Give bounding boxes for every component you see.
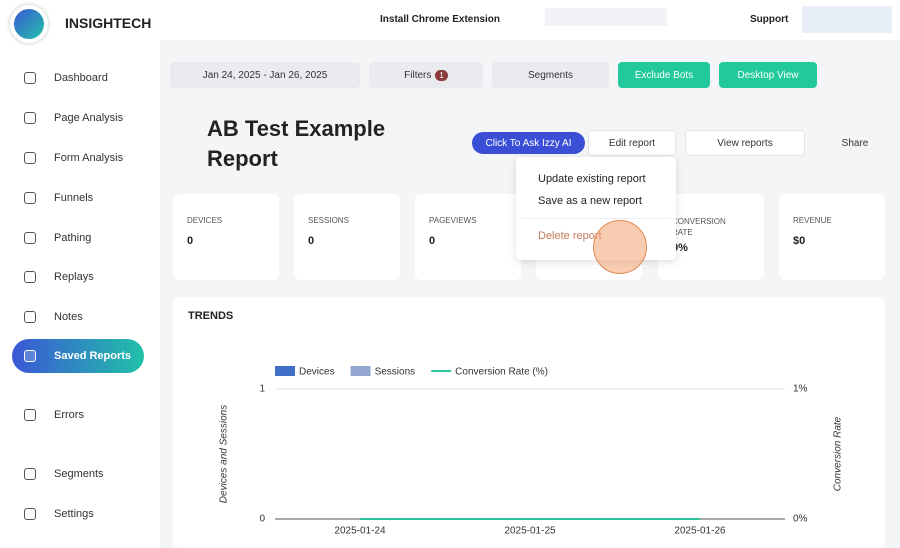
nav-item[interactable]: Dashboard <box>12 61 144 95</box>
nav-label: Dashboard <box>54 72 108 84</box>
nav-icon <box>24 152 36 164</box>
y2-tick-label: 1% <box>793 384 808 395</box>
y2-tick-label: 0% <box>793 514 808 525</box>
nav-label: Page Analysis <box>54 112 124 124</box>
nav-icon <box>24 192 36 204</box>
nav-item[interactable]: Settings <box>12 497 144 531</box>
nav-item[interactable]: Form Analysis <box>12 141 144 175</box>
nav-item[interactable]: Page Analysis <box>12 101 144 135</box>
y-axis-label: Devices and Sessions <box>219 405 230 503</box>
edit-report[interactable]: Edit report <box>588 130 676 156</box>
x-tick-label: 2025-01-24 <box>334 526 386 537</box>
metric-label: CONVERSION RATE <box>672 217 726 237</box>
menu-item[interactable]: Delete report <box>538 230 602 242</box>
nav-icon <box>24 350 36 362</box>
menu-item[interactable]: Update existing report <box>538 173 646 185</box>
nav-icon <box>24 311 36 323</box>
nav-label: Saved Reports <box>54 350 132 362</box>
trends-panel: TRENDS <box>173 297 885 548</box>
nav-label: Segments <box>54 468 104 480</box>
chip[interactable]: Exclude Bots <box>618 62 710 88</box>
nav-icon <box>24 409 36 421</box>
nav-item[interactable]: Replays <box>12 260 144 294</box>
nav-item[interactable]: Saved Reports <box>12 339 144 373</box>
date-range[interactable]: Jan 24, 2025 - Jan 26, 2025 <box>170 62 360 88</box>
install-extension[interactable]: Install Chrome Extension <box>380 14 501 25</box>
nav-item[interactable]: Notes <box>12 300 144 334</box>
nav-item[interactable]: Segments <box>12 457 144 491</box>
nav-label: Funnels <box>54 192 94 204</box>
nav-label: Notes <box>54 311 83 323</box>
menu-item[interactable]: Save as a new report <box>538 195 642 207</box>
brand: INSIGHTECH <box>65 15 152 31</box>
nav-icon <box>24 271 36 283</box>
nav-icon <box>24 72 36 84</box>
y-tick-label: 0 <box>259 514 265 525</box>
user-menu[interactable] <box>802 6 892 33</box>
metric-label: REVENUE <box>793 216 832 225</box>
metric-label: SESSIONS <box>308 216 349 225</box>
metric-label: PAGEVIEWS <box>429 216 477 225</box>
legend-label: Sessions <box>375 367 416 378</box>
nav-item[interactable]: Funnels <box>12 181 144 215</box>
x-tick-label: 2025-01-25 <box>504 526 556 537</box>
cursor <box>593 220 647 274</box>
nav-label: Form Analysis <box>54 152 124 164</box>
filters[interactable]: Filters 1 <box>369 62 483 88</box>
nav-label: Settings <box>54 508 94 520</box>
legend-label: Devices <box>299 367 335 378</box>
nav-label: Replays <box>54 271 94 283</box>
metric-label: DEVICES <box>187 216 223 225</box>
nav-label: Pathing <box>54 232 92 244</box>
metric-value: 0 <box>187 235 194 247</box>
metric-value: 0 <box>308 235 315 247</box>
nav-icon <box>24 508 36 520</box>
metric-card: REVENUE $0 <box>779 194 885 280</box>
metric-card: DEVICES 0 <box>173 194 279 280</box>
nav-item[interactable]: Pathing <box>12 221 144 255</box>
legend-swatch <box>350 366 371 376</box>
filter-count: 1 <box>435 69 448 81</box>
support[interactable]: Support <box>750 14 789 25</box>
nav-item[interactable]: Errors <box>12 398 144 432</box>
filters-label: Filters <box>404 69 432 81</box>
metric-card: PAGEVIEWS 0 <box>415 194 521 280</box>
segments[interactable]: Segments <box>492 62 609 88</box>
legend-label: Conversion Rate (%) <box>455 367 548 378</box>
legend-swatch <box>275 366 295 376</box>
metric-card: SESSIONS 0 <box>294 194 400 280</box>
chip[interactable]: Desktop View <box>719 62 817 88</box>
y2-axis-label: Conversion Rate <box>833 416 844 491</box>
sidebar: INSIGHTECH Dashboard Page Analysis Form An… <box>0 0 160 548</box>
nav-icon <box>24 232 36 244</box>
account-select[interactable] <box>545 8 667 26</box>
metric-value: $0 <box>793 235 806 247</box>
view-reports[interactable]: View reports <box>685 130 805 156</box>
metric-value: 0 <box>429 235 436 247</box>
x-tick-label: 2025-01-26 <box>674 526 726 537</box>
y-tick-label: 1 <box>259 384 265 395</box>
logo <box>10 5 48 43</box>
share[interactable]: Share <box>841 137 869 149</box>
trends-title: TRENDS <box>188 310 234 322</box>
nav-label: Errors <box>54 409 84 421</box>
ask-ai[interactable]: Click To Ask Izzy AI <box>472 132 585 154</box>
nav-icon <box>24 112 36 124</box>
nav-icon <box>24 468 36 480</box>
report-title: AB Test Example Report <box>207 116 386 171</box>
topbar: Install Chrome Extension Support <box>160 0 900 40</box>
